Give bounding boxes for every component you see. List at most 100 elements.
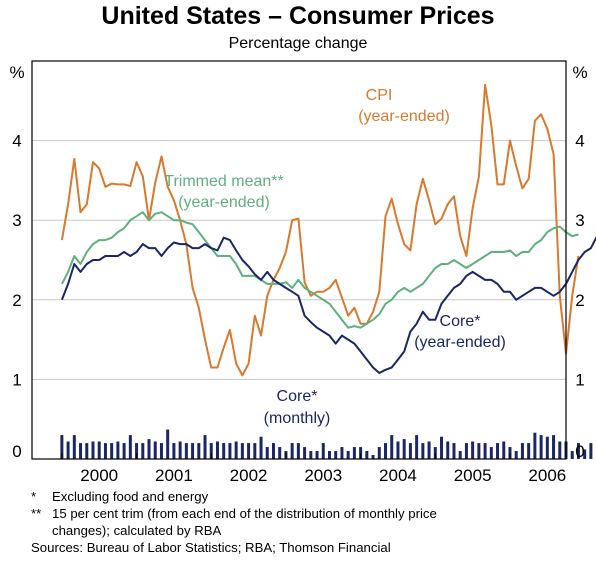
core-monthly-bar bbox=[271, 443, 275, 459]
core-monthly-bar bbox=[178, 441, 182, 459]
y-tick-label-right: 1 bbox=[575, 370, 584, 389]
core-monthly-bar bbox=[539, 435, 543, 459]
core-line bbox=[60, 236, 596, 374]
y-tick-label-left: 2 bbox=[12, 291, 21, 310]
core-monthly-bar bbox=[502, 441, 506, 459]
core-monthly-bar bbox=[85, 443, 89, 459]
core-monthly-bar bbox=[458, 451, 462, 459]
footnote-1-mark: * bbox=[31, 489, 37, 504]
core-monthly-bar bbox=[583, 449, 587, 459]
series-lines bbox=[60, 83, 596, 377]
core-monthly-bar bbox=[396, 441, 400, 459]
y-tick-label-right: 4 bbox=[575, 132, 584, 151]
core-monthly-bar bbox=[589, 443, 593, 459]
trimmed-mean-label: Trimmed mean** bbox=[164, 173, 283, 190]
core-monthly-bar bbox=[365, 451, 369, 459]
core-monthly-bar bbox=[371, 455, 375, 459]
cpi-sublabel: (year-ended) bbox=[358, 108, 450, 125]
sources: Sources: Bureau of Labor Statistics; RBA… bbox=[31, 540, 391, 555]
core-monthly-bar bbox=[97, 441, 101, 459]
core-monthly-bar bbox=[66, 441, 70, 459]
core-monthly-bar bbox=[552, 435, 556, 459]
core-monthly-bar bbox=[520, 443, 524, 459]
footnotes: * Excluding food and energy ** 15 per cent… bbox=[31, 488, 437, 556]
core-monthly-bar bbox=[122, 443, 126, 459]
core-sublabel: (year-ended) bbox=[414, 334, 506, 351]
y-tick-label-right: 3 bbox=[575, 211, 584, 230]
core-monthly-bar bbox=[247, 443, 251, 459]
core-monthly-bar bbox=[259, 436, 263, 459]
y-tick-label-right: 2 bbox=[575, 291, 584, 310]
core-monthly-bar bbox=[527, 443, 531, 459]
core-monthly-bar bbox=[191, 443, 195, 459]
x-tick-label: 2006 bbox=[528, 466, 566, 485]
core-monthly-bar bbox=[315, 451, 319, 459]
core-monthly-bar bbox=[477, 443, 481, 459]
core-monthly-bar bbox=[153, 441, 157, 459]
core-monthly-bar bbox=[415, 435, 419, 459]
core-monthly-bar bbox=[215, 441, 219, 459]
footnote-1: * Excluding food and energy bbox=[31, 488, 437, 505]
core-monthly-bar bbox=[79, 443, 83, 459]
core-monthly-bar bbox=[209, 443, 213, 459]
core-monthly-bar bbox=[91, 441, 95, 459]
x-tick-label: 2000 bbox=[80, 466, 118, 485]
cpi-label: CPI bbox=[366, 87, 393, 104]
core-monthly-bar bbox=[390, 435, 394, 459]
core-monthly-bar bbox=[184, 443, 188, 459]
x-tick-label: 2005 bbox=[454, 466, 492, 485]
y-tick-label-right: 0 bbox=[575, 442, 584, 461]
core-monthly-bar bbox=[321, 443, 325, 459]
core-monthly-bar bbox=[147, 439, 151, 459]
core-monthly-bar bbox=[570, 451, 574, 459]
y-tick-label-left: 1 bbox=[12, 370, 21, 389]
core-monthly-bar bbox=[377, 447, 381, 459]
core-monthly-bar bbox=[141, 443, 145, 459]
core-monthly-bar bbox=[402, 439, 406, 459]
core-monthly-bar bbox=[265, 447, 269, 459]
footnote-2-mark: ** bbox=[31, 506, 42, 521]
core-monthly-bar bbox=[471, 441, 475, 459]
core-monthly-bar bbox=[545, 436, 549, 459]
core-monthly-label: Core* bbox=[277, 388, 318, 405]
y-tick-label-left: 0 bbox=[12, 442, 21, 461]
y-tick-label-left: 4 bbox=[12, 132, 21, 151]
core-monthly-bar bbox=[408, 443, 412, 459]
core-monthly-bar bbox=[197, 443, 201, 459]
footnote-2-text-line2: changes); calculated by RBA bbox=[52, 523, 222, 538]
core-monthly-bar bbox=[203, 435, 207, 459]
core-monthly-bar bbox=[72, 435, 76, 459]
core-monthly-bar bbox=[228, 443, 232, 459]
core-monthly-bar bbox=[576, 443, 580, 459]
core-monthly-bar bbox=[327, 451, 331, 459]
core-monthly-sublabel: (monthly) bbox=[264, 410, 331, 427]
cpi-line bbox=[60, 83, 580, 377]
chart-canvas: 0 0 1 1 2 2 3 3 4 4 2000 2001 2002 2003 2004 2005 2006 %… bbox=[9, 60, 596, 485]
core-monthly-bar bbox=[427, 441, 431, 459]
core-monthly-bar bbox=[240, 443, 244, 459]
core-monthly-bar bbox=[452, 443, 456, 459]
core-monthly-bar bbox=[172, 443, 176, 459]
core-monthly-bar bbox=[222, 443, 226, 459]
core-monthly-bar bbox=[514, 451, 518, 459]
x-tick-label: 2003 bbox=[304, 466, 342, 485]
axis-ticks: 0 0 1 1 2 2 3 3 4 4 2000 2001 2002 2003 2004 2005 2006 bbox=[12, 132, 584, 485]
core-monthly-bar bbox=[60, 435, 64, 459]
trimmed-mean-sublabel: (year-ended) bbox=[178, 194, 270, 211]
core-monthly-bar bbox=[334, 451, 338, 459]
core-monthly-bar bbox=[352, 447, 356, 459]
core-monthly-bar bbox=[340, 447, 344, 459]
core-monthly-bar bbox=[110, 443, 114, 459]
x-tick-label: 2001 bbox=[155, 466, 193, 485]
core-monthly-bar bbox=[135, 443, 139, 459]
trimmed-mean-line bbox=[61, 211, 579, 329]
core-monthly-bar bbox=[533, 432, 537, 459]
core-monthly-bar bbox=[483, 443, 487, 459]
core-monthly-bars bbox=[60, 429, 593, 459]
core-monthly-bar bbox=[309, 451, 313, 459]
footnote-2-text-line1: 15 per cent trim (from each end of the d… bbox=[52, 506, 437, 521]
core-monthly-bar bbox=[103, 443, 107, 459]
core-label: Core* bbox=[440, 313, 481, 330]
footnote-1-text: Excluding food and energy bbox=[52, 489, 209, 504]
core-monthly-bar bbox=[278, 447, 282, 459]
